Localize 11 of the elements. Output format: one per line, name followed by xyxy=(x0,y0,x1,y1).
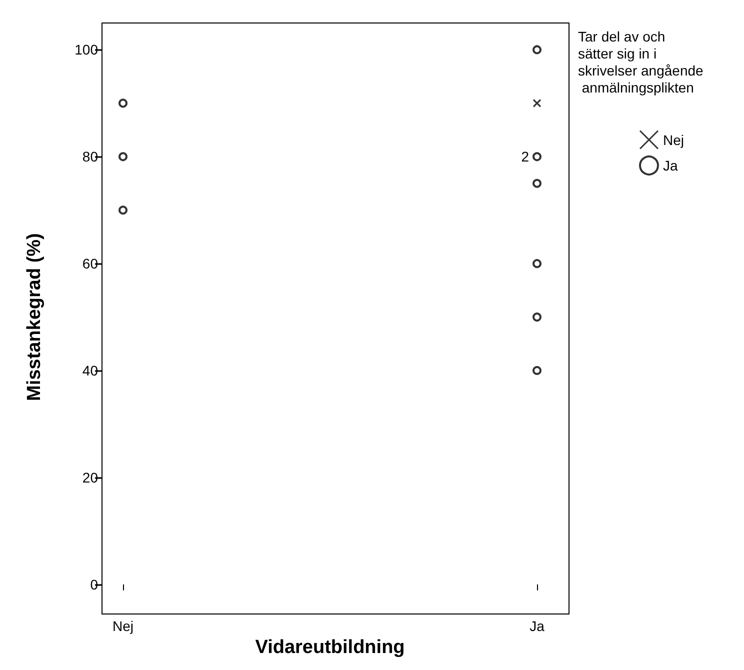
y-tick-label: 20 xyxy=(82,469,98,486)
legend-title: Tar del av och sätter sig in i skrivelser angående anmälningsplikten xyxy=(578,28,704,96)
legend-label: Nej xyxy=(663,132,684,148)
annotation: 2 xyxy=(521,148,530,165)
y-tick-label: 100 xyxy=(74,42,98,58)
x-axis-title: Vidareutbildning xyxy=(255,637,405,658)
y-tick-label: 80 xyxy=(82,148,98,165)
y-tick-label: 60 xyxy=(82,256,98,272)
y-axis-title: Misstankegrad (%) xyxy=(24,233,45,401)
legend-label: Ja xyxy=(663,158,678,174)
y-tick-label: 40 xyxy=(82,362,98,379)
